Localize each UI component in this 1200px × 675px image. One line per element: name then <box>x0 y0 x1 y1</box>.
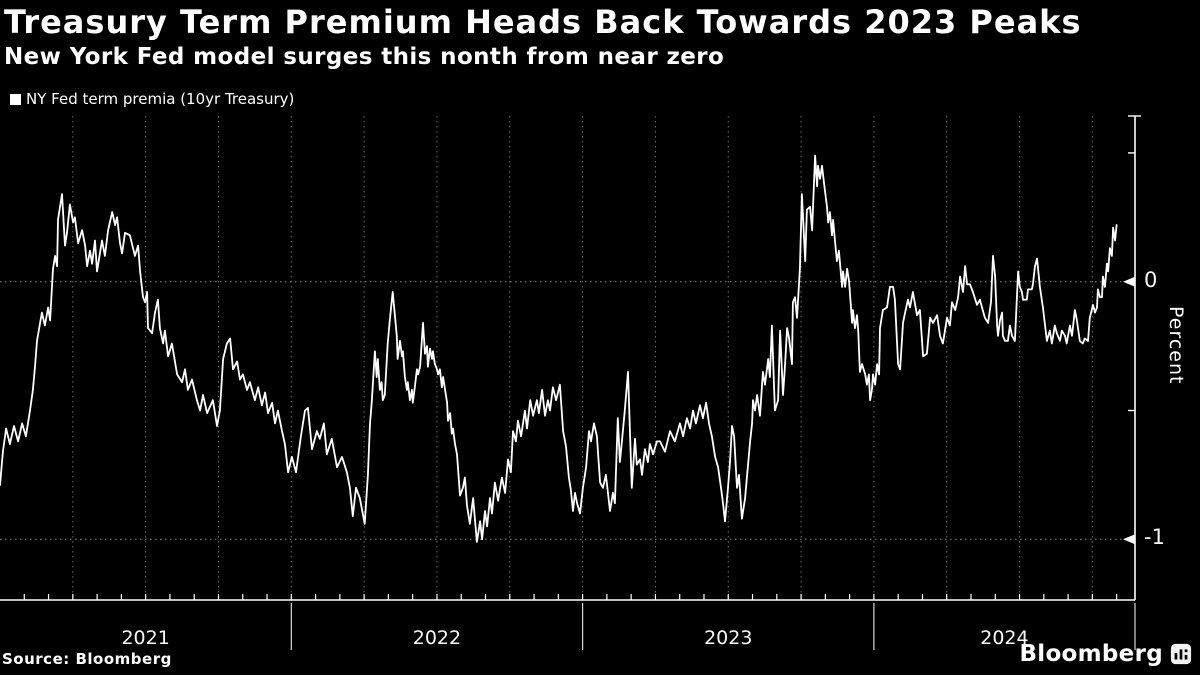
legend-label: NY Fed term premia (10yr Treasury) <box>26 90 295 108</box>
legend: NY Fed term premia (10yr Treasury) <box>10 90 294 108</box>
y-tick-label: 0 <box>1144 267 1158 292</box>
x-year-label: 2024 <box>980 627 1029 649</box>
legend-square-marker <box>10 93 21 105</box>
y-tick-label: -1 <box>1144 525 1165 550</box>
bloomberg-wordmark: Bloomberg <box>1019 641 1163 667</box>
bloomberg-logo: Bloomberg <box>1019 641 1192 667</box>
chart-title: Treasury Term Premium Heads Back Towards… <box>4 3 1082 41</box>
chart-subtitle: New York Fed model surges this nonth fro… <box>4 44 725 70</box>
y-axis-title: Percent <box>1165 306 1187 385</box>
source-note: Source: Bloomberg <box>2 650 172 668</box>
y-tick-arrow <box>1123 276 1135 287</box>
y-tick-arrow <box>1123 534 1135 545</box>
x-year-label: 2021 <box>121 627 170 649</box>
x-year-label: 2022 <box>412 627 462 649</box>
x-year-label: 2023 <box>704 627 753 649</box>
term-premium-line <box>0 154 1118 543</box>
bar-chart-icon <box>1170 643 1192 665</box>
